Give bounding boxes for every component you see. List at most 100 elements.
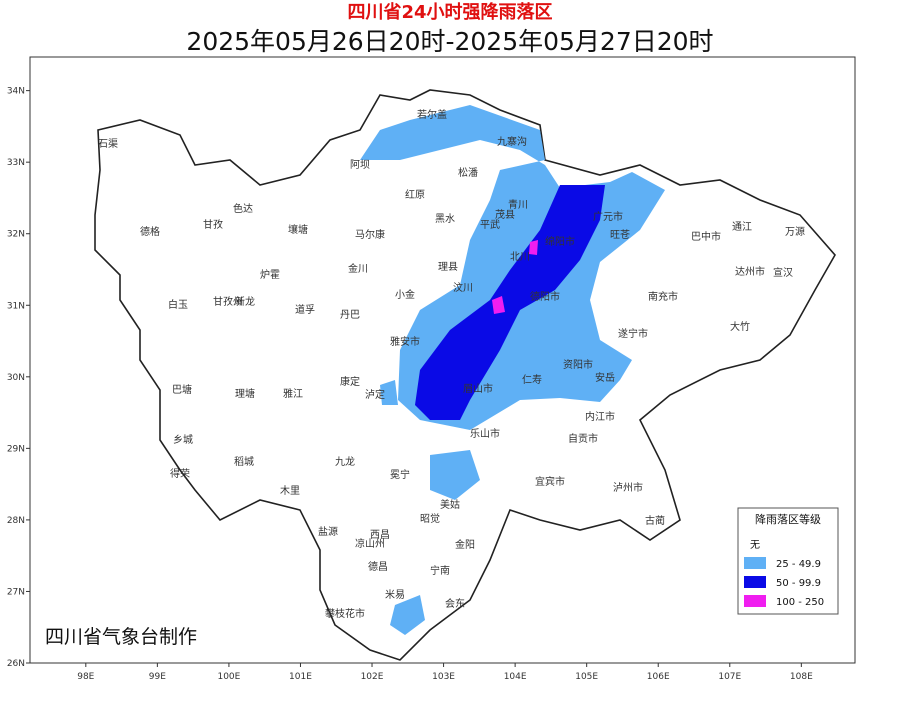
place-label: 北川	[510, 251, 530, 263]
y-tick-label: 34N	[7, 87, 25, 97]
place-label: 甘孜	[203, 218, 223, 231]
place-label: 乐山市	[470, 427, 500, 440]
place-label: 茂县	[495, 208, 515, 221]
place-label: 德阳市	[530, 290, 560, 303]
map-frame	[29, 56, 856, 664]
place-label: 达州市	[735, 265, 765, 278]
place-label: 仁寿	[522, 373, 542, 386]
place-label: 石渠	[98, 138, 118, 150]
legend-label: 50 - 99.9	[776, 578, 821, 589]
place-label: 自贡市	[568, 432, 598, 445]
x-tick-label: 104E	[504, 672, 527, 682]
x-tick-label: 105E	[575, 672, 598, 682]
place-label: 道孚	[295, 303, 315, 316]
rain-50-99	[415, 185, 605, 420]
place-label: 内江市	[585, 410, 615, 423]
title: 四川省24小时强降雨落区	[347, 1, 552, 23]
place-label: 古蔺	[645, 514, 665, 527]
place-label: 绵阳市	[545, 235, 575, 248]
y-tick-label: 26N	[7, 659, 25, 669]
place-label: 万源	[785, 225, 805, 238]
x-tick-label: 102E	[361, 672, 384, 682]
place-label: 稻城	[234, 456, 254, 468]
legend-swatch	[744, 595, 766, 607]
place-label: 九寨沟	[497, 135, 527, 148]
y-tick-label: 29N	[7, 444, 25, 454]
place-label: 壤塘	[288, 223, 308, 236]
place-label: 宣汉	[773, 266, 793, 279]
place-label: 攀枝花市	[325, 607, 365, 620]
y-tick-label: 28N	[7, 516, 25, 526]
place-label: 平武	[480, 218, 500, 231]
place-label: 美姑	[440, 498, 460, 511]
legend-title: 降雨落区等级	[755, 512, 821, 526]
place-label: 汶川	[453, 281, 473, 294]
place-label: 红原	[405, 188, 425, 201]
place-label: 雅江	[283, 387, 303, 400]
legend-label: 100 - 250	[776, 597, 824, 608]
place-label: 眉山市	[463, 382, 493, 395]
subtitle: 2025年05月26日20时-2025年05月27日20时	[186, 27, 713, 56]
place-label: 九龙	[335, 455, 355, 468]
place-label: 青川	[508, 198, 528, 211]
legend-label: 无	[750, 540, 760, 551]
place-label: 黑水	[435, 213, 455, 225]
legend-swatch	[744, 557, 766, 569]
place-label: 遂宁市	[618, 327, 648, 340]
place-label: 宁南	[430, 564, 450, 577]
legend-swatch	[744, 576, 766, 588]
place-label: 安岳	[595, 371, 615, 384]
x-tick-label: 106E	[647, 672, 670, 682]
x-tick-label: 101E	[289, 672, 312, 682]
place-label: 马尔康	[355, 228, 385, 241]
x-tick-label: 107E	[718, 672, 741, 682]
place-label: 甘孜州	[213, 295, 243, 308]
place-label: 金川	[348, 262, 368, 275]
place-label: 凉山州	[355, 537, 385, 550]
x-tick-label: 100E	[217, 672, 240, 682]
y-tick-label: 32N	[7, 230, 25, 240]
legend-label: 25 - 49.9	[776, 559, 821, 570]
place-label: 若尔盖	[417, 108, 447, 121]
place-label: 金阳	[455, 538, 475, 551]
place-label: 色达	[233, 202, 253, 215]
y-tick-label: 30N	[7, 373, 25, 383]
place-label: 德昌	[368, 560, 388, 573]
rain-100-250	[492, 240, 538, 314]
place-label: 昭觉	[420, 513, 440, 525]
y-tick-label: 27N	[7, 587, 25, 597]
place-label: 泸州市	[613, 481, 643, 494]
place-label: 乡城	[173, 434, 193, 446]
place-label: 理塘	[235, 387, 255, 400]
place-label: 盐源	[318, 525, 338, 538]
place-label: 资阳市	[563, 358, 593, 371]
y-tick-label: 33N	[7, 158, 25, 168]
place-label: 炉霍	[260, 269, 280, 281]
place-label: 阿坝	[350, 159, 370, 171]
x-tick-label: 103E	[432, 672, 455, 682]
x-tick-label: 98E	[77, 672, 94, 682]
place-label: 旺苍	[610, 228, 630, 241]
place-label: 巴塘	[172, 383, 192, 396]
place-label: 通江	[732, 221, 752, 233]
place-label: 丹巴	[340, 309, 360, 321]
place-label: 巴中市	[691, 230, 721, 243]
place-label: 康定	[340, 375, 360, 388]
place-label: 木里	[280, 485, 300, 497]
place-label: 广元市	[593, 210, 623, 223]
place-label: 得荣	[170, 468, 190, 480]
place-label: 泸定	[365, 388, 385, 401]
y-tick-label: 31N	[7, 301, 25, 311]
place-label: 南充市	[648, 290, 678, 303]
place-label: 新龙	[235, 295, 255, 308]
credit: 四川省气象台制作	[45, 626, 197, 648]
x-tick-label: 99E	[149, 672, 166, 682]
place-label: 米易	[385, 588, 405, 601]
place-label: 白玉	[168, 298, 188, 311]
place-label: 宜宾市	[535, 475, 565, 488]
place-label: 西昌	[370, 529, 390, 541]
place-label: 会东	[445, 597, 465, 610]
place-label: 小金	[395, 288, 415, 301]
place-label: 雅安市	[390, 335, 420, 348]
